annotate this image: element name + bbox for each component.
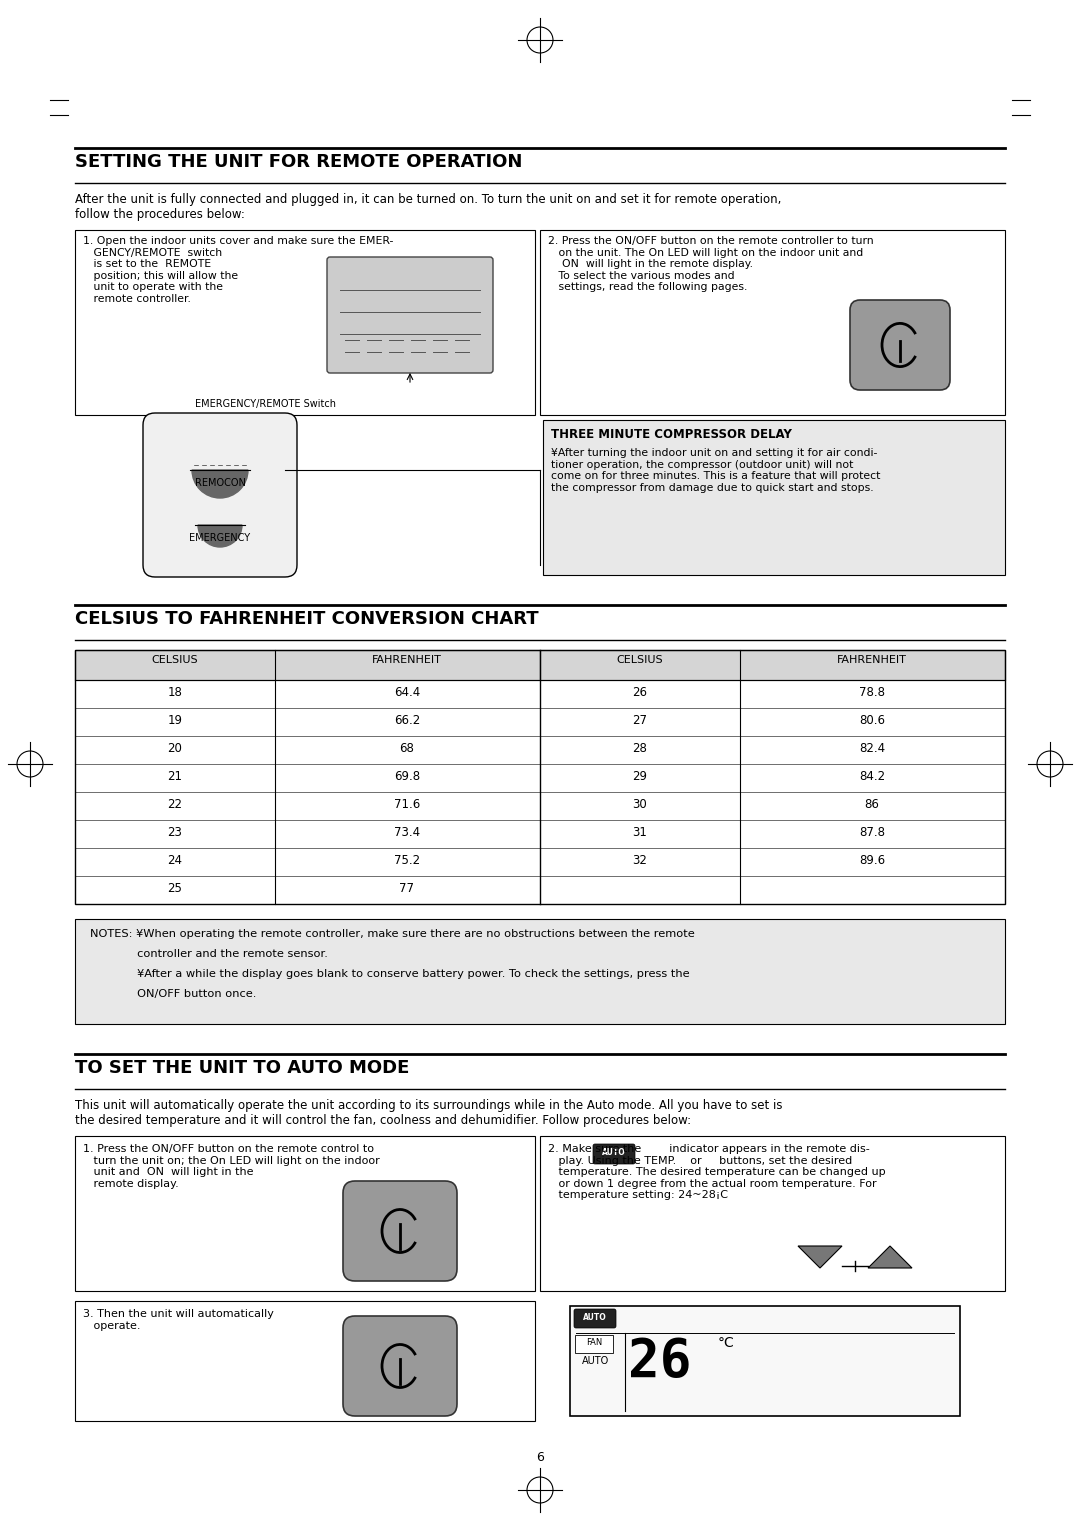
Text: 64.4: 64.4 (394, 686, 420, 698)
Text: 18: 18 (167, 686, 183, 698)
Text: This unit will automatically operate the unit according to its surroundings whil: This unit will automatically operate the… (75, 1099, 783, 1128)
FancyBboxPatch shape (75, 649, 540, 680)
Text: 84.2: 84.2 (859, 770, 886, 782)
Text: CELSIUS TO FAHRENHEIT CONVERSION CHART: CELSIUS TO FAHRENHEIT CONVERSION CHART (75, 610, 539, 628)
Text: FAHRENHEIT: FAHRENHEIT (373, 656, 442, 665)
Text: FAN: FAN (585, 1339, 603, 1348)
Text: 32: 32 (633, 854, 647, 866)
FancyBboxPatch shape (540, 231, 1005, 416)
FancyBboxPatch shape (75, 231, 535, 416)
FancyBboxPatch shape (850, 299, 950, 390)
Text: ON/OFF button once.: ON/OFF button once. (90, 989, 256, 999)
Text: 29: 29 (633, 770, 648, 782)
FancyBboxPatch shape (343, 1181, 457, 1280)
Text: TO SET THE UNIT TO AUTO MODE: TO SET THE UNIT TO AUTO MODE (75, 1059, 409, 1077)
Text: REMOCON: REMOCON (194, 478, 245, 487)
Text: 82.4: 82.4 (859, 741, 886, 755)
Text: 22: 22 (167, 798, 183, 810)
Text: 2. Make sure the        indicator appears in the remote dis-
   play. Using the : 2. Make sure the indicator appears in th… (548, 1144, 886, 1201)
Text: 69.8: 69.8 (394, 770, 420, 782)
Text: 71.6: 71.6 (394, 798, 420, 810)
Text: 25: 25 (167, 882, 183, 894)
Text: AUTO: AUTO (582, 1355, 609, 1366)
Text: 68: 68 (400, 741, 415, 755)
Text: 78.8: 78.8 (859, 686, 885, 698)
Text: 23: 23 (167, 825, 183, 839)
FancyBboxPatch shape (573, 1309, 616, 1328)
Text: NOTES: ¥When operating the remote controller, make sure there are no obstruction: NOTES: ¥When operating the remote contro… (90, 929, 694, 940)
Text: 80.6: 80.6 (859, 714, 885, 726)
Text: 1. Press the ON/OFF button on the remote control to
   turn the unit on; the On : 1. Press the ON/OFF button on the remote… (83, 1144, 380, 1189)
FancyBboxPatch shape (143, 413, 297, 578)
Polygon shape (868, 1245, 912, 1268)
Text: 3. Then the unit will automatically
   operate.: 3. Then the unit will automatically oper… (83, 1309, 274, 1331)
FancyBboxPatch shape (543, 420, 1005, 575)
Text: 24: 24 (167, 854, 183, 866)
Text: °C: °C (718, 1335, 734, 1351)
Text: 89.6: 89.6 (859, 854, 886, 866)
Text: SETTING THE UNIT FOR REMOTE OPERATION: SETTING THE UNIT FOR REMOTE OPERATION (75, 153, 523, 171)
Text: 26: 26 (629, 1335, 692, 1387)
FancyBboxPatch shape (327, 257, 492, 373)
Text: CELSIUS: CELSIUS (151, 656, 199, 665)
Text: controller and the remote sensor.: controller and the remote sensor. (90, 949, 328, 960)
Text: 73.4: 73.4 (394, 825, 420, 839)
Text: 21: 21 (167, 770, 183, 782)
Polygon shape (798, 1245, 842, 1268)
Text: THREE MINUTE COMPRESSOR DELAY: THREE MINUTE COMPRESSOR DELAY (551, 428, 792, 442)
Text: 28: 28 (633, 741, 647, 755)
Text: FAHRENHEIT: FAHRENHEIT (837, 656, 907, 665)
Text: 6: 6 (536, 1452, 544, 1464)
Text: EMERGENCY/REMOTE Switch: EMERGENCY/REMOTE Switch (195, 399, 336, 410)
FancyBboxPatch shape (75, 1300, 535, 1421)
Text: 75.2: 75.2 (394, 854, 420, 866)
Text: 31: 31 (633, 825, 647, 839)
Text: ¥After turning the indoor unit on and setting it for air condi-
tioner operation: ¥After turning the indoor unit on and se… (551, 448, 880, 494)
Text: 2. Press the ON/OFF button on the remote controller to turn
   on the unit. The : 2. Press the ON/OFF button on the remote… (548, 235, 874, 292)
Text: After the unit is fully connected and plugged in, it can be turned on. To turn t: After the unit is fully connected and pl… (75, 193, 781, 222)
FancyBboxPatch shape (343, 1316, 457, 1416)
FancyBboxPatch shape (75, 918, 1005, 1024)
Text: AUTO: AUTO (603, 1148, 626, 1157)
Text: ¥After a while the display goes blank to conserve battery power. To check the se: ¥After a while the display goes blank to… (90, 969, 690, 979)
FancyBboxPatch shape (575, 1335, 613, 1352)
Text: 27: 27 (633, 714, 648, 726)
Wedge shape (192, 471, 248, 498)
Wedge shape (198, 526, 242, 547)
Text: 19: 19 (167, 714, 183, 726)
Text: 86: 86 (865, 798, 879, 810)
Text: 77: 77 (400, 882, 415, 894)
Text: CELSIUS: CELSIUS (617, 656, 663, 665)
FancyBboxPatch shape (540, 649, 1005, 680)
FancyBboxPatch shape (593, 1144, 635, 1164)
Text: 66.2: 66.2 (394, 714, 420, 726)
Text: 1. Open the indoor units cover and make sure the EMER-
   GENCY/REMOTE  switch
 : 1. Open the indoor units cover and make … (83, 235, 393, 304)
Text: 20: 20 (167, 741, 183, 755)
Text: EMERGENCY: EMERGENCY (189, 533, 251, 542)
Text: 87.8: 87.8 (859, 825, 885, 839)
FancyBboxPatch shape (540, 1135, 1005, 1291)
FancyBboxPatch shape (75, 1135, 535, 1291)
FancyBboxPatch shape (570, 1306, 960, 1416)
Text: AUTO: AUTO (583, 1313, 607, 1322)
Text: 30: 30 (633, 798, 647, 810)
Text: 26: 26 (633, 686, 648, 698)
